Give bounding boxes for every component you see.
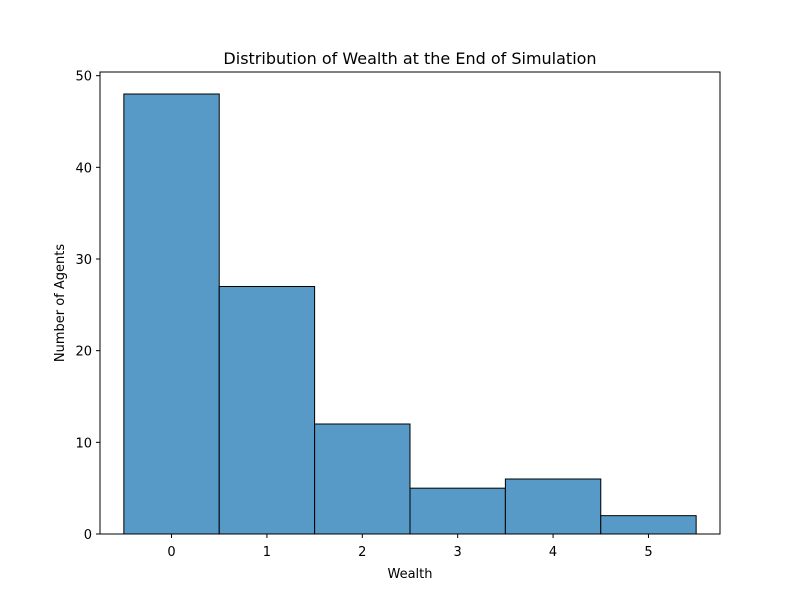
plot-frame (99, 71, 721, 535)
y-tick-label: 0 (84, 528, 92, 543)
x-tick-label: 5 (644, 545, 652, 560)
bar-4 (504, 478, 602, 535)
y-axis-label: Number of Agents (53, 244, 68, 362)
y-ticks-group: 0 10 20 30 40 50 (75, 70, 100, 543)
bar-1 (218, 286, 316, 535)
x-tick-label: 4 (549, 545, 557, 560)
bar-0 (123, 93, 220, 535)
bar-2 (314, 423, 411, 535)
y-tick-label: 20 (75, 345, 92, 360)
x-axis-label: Wealth (387, 567, 432, 582)
y-tick-label: 10 (75, 436, 92, 451)
y-tick-label: 50 (75, 70, 92, 85)
chart-title: Distribution of Wealth at the End of Sim… (223, 49, 596, 68)
x-tick-label: 0 (167, 545, 175, 560)
bar-5 (600, 515, 697, 535)
x-tick-label: 3 (454, 545, 462, 560)
y-tick-label: 30 (75, 253, 92, 268)
x-ticks-group: 0 1 2 3 4 5 (167, 534, 653, 560)
x-tick-label: 1 (263, 545, 271, 560)
bars-group (123, 93, 697, 535)
x-tick-label: 2 (358, 545, 366, 560)
bar-3 (409, 487, 506, 535)
y-tick-label: 40 (75, 161, 92, 176)
